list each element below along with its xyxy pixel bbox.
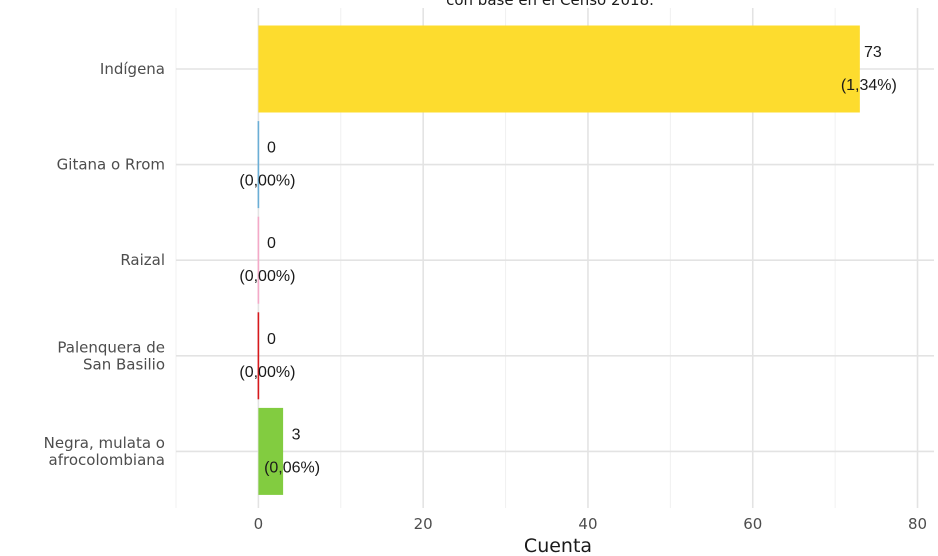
x-tick-label: 20 — [414, 515, 433, 533]
value-label: 3 — [292, 426, 301, 443]
data-labels: 73 (1,34%) 0 (0,00%) 0 (0,00%) 0 (0,00%) 3 (0,06%… — [239, 44, 896, 476]
value-label: 0 — [267, 331, 276, 348]
bar — [257, 312, 260, 400]
bar — [258, 25, 860, 113]
x-tick-label: 60 — [743, 515, 762, 533]
bar — [257, 121, 260, 209]
percent-label: (0,00%) — [239, 268, 295, 285]
bar — [257, 216, 260, 304]
value-label: 73 — [864, 44, 882, 61]
x-axis-title: Cuenta — [524, 535, 592, 556]
y-tick-label: Palenquera de — [57, 338, 165, 356]
bar — [258, 407, 284, 495]
percent-label: (1,34%) — [841, 77, 897, 94]
y-tick-label: Indígena — [100, 60, 165, 78]
percent-label: (0,06%) — [264, 459, 320, 476]
y-tick-label: Raizal — [120, 251, 165, 269]
percent-label: (0,00%) — [239, 173, 295, 190]
y-tick-label: San Basilio — [83, 355, 165, 373]
x-tick-label: 0 — [254, 515, 264, 533]
x-tick-label: 80 — [908, 515, 927, 533]
x-tick-label: 40 — [578, 515, 597, 533]
value-label: 0 — [267, 235, 276, 252]
chart-title-fragment: con base en el Censo 2018. — [446, 0, 654, 9]
y-axis-ticks: Indígena Gitana o Rrom Raizal Palenquera de… — [44, 60, 165, 469]
percent-label: (0,00%) — [239, 364, 295, 381]
y-tick-label: afrocolombiana — [49, 451, 165, 469]
x-axis-ticks: 0 20 40 60 80 — [254, 515, 927, 533]
y-tick-label: Gitana o Rrom — [57, 156, 165, 174]
y-tick-label: Negra, mulata o — [44, 434, 165, 452]
bars — [257, 25, 860, 495]
value-label: 0 — [267, 140, 276, 157]
